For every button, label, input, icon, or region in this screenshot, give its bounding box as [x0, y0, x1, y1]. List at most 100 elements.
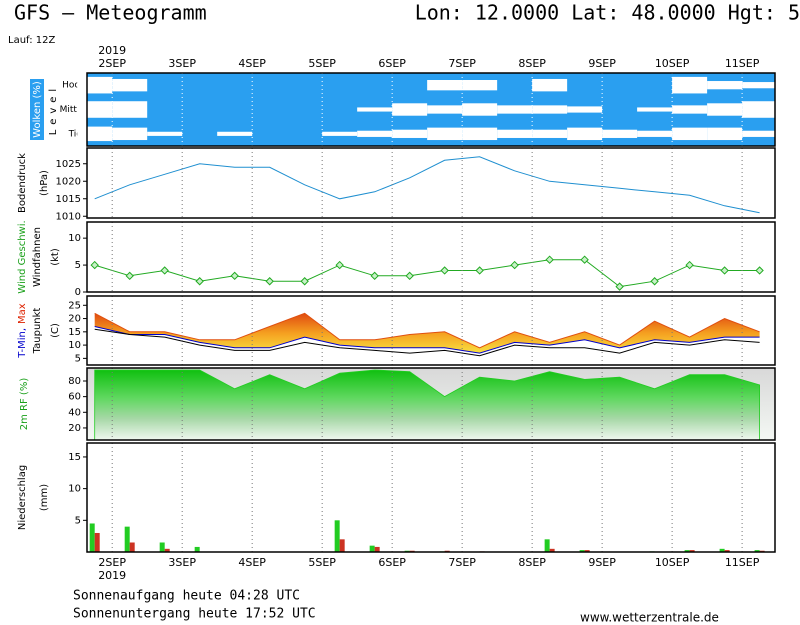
wind-speed-marker [510, 260, 519, 270]
x-tick-label: 11SEP [725, 57, 760, 70]
cloud-cover [147, 131, 183, 136]
cloud-cover [462, 127, 498, 141]
axis-title-part: Wolken (%) [32, 81, 43, 138]
x-tick-label: 10SEP [655, 556, 690, 569]
year-label: 2019 [98, 569, 126, 582]
axis-title-part: (hPa) [39, 170, 50, 196]
cloud-cover [707, 127, 743, 141]
precipitation-bar [369, 545, 375, 552]
temperature-range [94, 313, 760, 354]
precipitation-bar [164, 548, 170, 552]
cloud-cover [742, 101, 778, 118]
x-tick-label: 7SEP [448, 57, 476, 70]
pressure-line [94, 156, 760, 214]
wind-speed-marker [300, 277, 309, 286]
y-tick-label: 1020 [56, 176, 81, 187]
cloud-cover [217, 131, 253, 136]
cloud-cover [742, 82, 778, 89]
cloud-cover [532, 129, 568, 138]
temperature-line [94, 328, 760, 357]
precipitation-bar [89, 523, 95, 552]
panel-frame [86, 295, 776, 366]
axis-title: Bodendruck [17, 153, 28, 213]
humidity-area [94, 369, 761, 441]
run: Lauf: 12Z [8, 35, 55, 46]
wind-speed-marker [265, 277, 274, 286]
axis-title: 2m RF (%) [19, 378, 30, 431]
x-tick-label: 8SEP [518, 57, 546, 70]
axis-title: Wind Geschwi. [17, 220, 28, 293]
x-tick-label: 10SEP [655, 57, 690, 70]
y-tick-label: 5 [75, 260, 81, 271]
y-tick-label: 10 [68, 484, 81, 495]
x-tick-label: 3SEP [168, 57, 196, 70]
x-tick-label: 7SEP [448, 556, 476, 569]
y-tick-label: 80 [68, 376, 81, 387]
precipitation-bar [339, 539, 345, 552]
cloud-cover [322, 131, 358, 136]
y-tick-label: 25 [68, 300, 81, 311]
wind-speed-marker [370, 271, 379, 281]
wind-speed-marker [615, 282, 624, 291]
axis-title-part: (kt) [50, 248, 61, 266]
level-label: Hoch [62, 81, 85, 91]
cloud-cover [427, 79, 463, 91]
axis-title-part: Niederschlag [17, 465, 28, 530]
y-tick-label: 1025 [56, 159, 81, 170]
wind-speed-marker [580, 255, 589, 264]
cloud-cover [637, 107, 673, 112]
axis-title-part: (mm) [39, 484, 50, 511]
level-label: Mittel [60, 105, 85, 115]
y-tick-label: 20 [68, 314, 81, 325]
cloud-cover [742, 130, 778, 137]
y-tick-label: 60 [68, 392, 81, 403]
wind-speed-marker [685, 260, 694, 270]
x-tick-label: 3SEP [168, 556, 196, 569]
wind-speed-marker [405, 271, 414, 281]
axis-title: Windfahnen [32, 227, 43, 287]
sunset: Sonnenuntergang heute 17:52 UTC [73, 607, 316, 622]
cloud-cover [532, 78, 568, 92]
axis-title: Wolken (%) [32, 81, 43, 138]
axis-title-part: Bodendruck [17, 153, 28, 213]
x-tick-label: 5SEP [308, 556, 336, 569]
y-tick-label: 5 [75, 353, 81, 364]
precipitation-bar [684, 550, 690, 552]
axis-title: (mm) [39, 484, 50, 511]
x-tick-label: 6SEP [378, 57, 406, 70]
cloud-cover [392, 103, 428, 116]
x-tick-label: 9SEP [588, 556, 616, 569]
wind-speed-line [94, 259, 760, 288]
panel-frame [86, 442, 776, 553]
y-tick-label: 10 [68, 340, 81, 351]
wind-speed-marker [195, 277, 204, 286]
cloud-cover [77, 101, 113, 118]
precipitation-bar [719, 548, 725, 552]
cloud-cover [637, 130, 673, 137]
axis-title: (C) [50, 323, 61, 338]
wind-speed-marker [125, 271, 134, 281]
panel-frame [86, 221, 776, 293]
cloud-cover [112, 127, 148, 141]
precipitation-bar [194, 546, 200, 552]
axis-title-part: Max [17, 303, 28, 324]
cloud-cover [462, 103, 498, 116]
precipitation-bar [724, 550, 730, 552]
panel-frame [86, 72, 776, 147]
axis-title-part: 2m RF (%) [19, 378, 30, 431]
wind-speed-marker [650, 277, 659, 286]
wind-speed-marker [545, 255, 554, 264]
temperature-line [94, 326, 760, 354]
cloud-cover [112, 78, 148, 92]
cloud-cover [532, 105, 568, 114]
axis-title-part: (C) [50, 323, 61, 338]
panel-frame [86, 147, 776, 219]
cloud-cover [602, 129, 638, 138]
axis-title: Niederschlag [17, 465, 28, 530]
cloud-cover [707, 81, 743, 90]
label-background [30, 79, 44, 140]
precipitation-bar [159, 542, 165, 552]
cloud-cover [357, 130, 393, 137]
